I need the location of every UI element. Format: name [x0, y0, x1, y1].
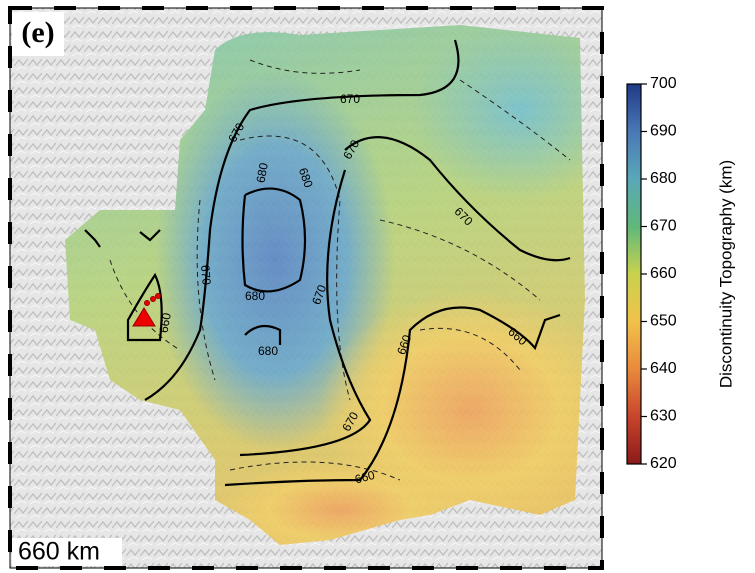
colorbar-tick-label: 680	[650, 170, 677, 187]
colorbar-tick-label: 650	[650, 313, 677, 330]
colorbar-tick-label: 670	[650, 218, 677, 235]
colorbar-label: Discontinuity Topography (km)	[716, 160, 735, 388]
contour-label: 670	[198, 264, 214, 285]
colorbar-tick-label: 620	[650, 455, 677, 472]
contour-label: 680	[245, 289, 265, 303]
colorbar-tick-label: 660	[650, 265, 677, 282]
depth-label: 660 km	[18, 538, 100, 566]
colorbar-tick-label: 630	[650, 408, 677, 425]
colorbar-tick-label: 690	[650, 123, 677, 140]
figure: 6706706706806806706706806606706606806606…	[0, 0, 755, 573]
colorbar-tick-label: 640	[650, 360, 677, 377]
contour-label: 670	[340, 92, 360, 106]
colorbar: 620 630 640 650 660 670 680 690 700	[627, 75, 677, 472]
panel-label: (e)	[21, 16, 54, 49]
colorbar-tick-label: 700	[650, 75, 677, 92]
colorbar-scale	[627, 84, 641, 464]
contour-label: 680	[258, 344, 278, 358]
